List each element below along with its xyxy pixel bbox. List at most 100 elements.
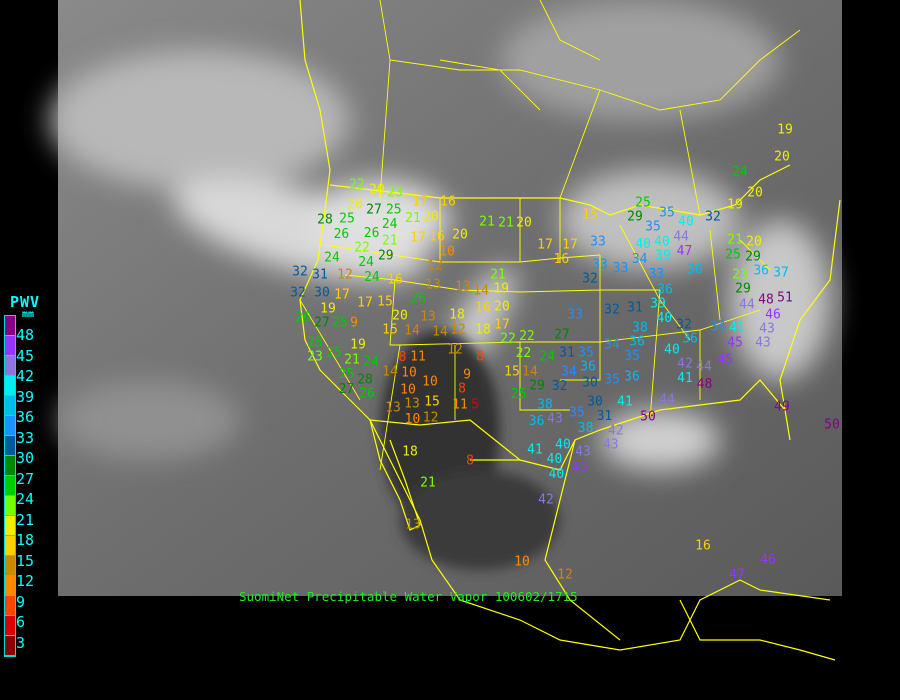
station-pwv-value: 27 — [339, 382, 355, 397]
station-pwv-value: 36 — [657, 283, 673, 298]
station-pwv-value: 41 — [617, 395, 633, 410]
station-pwv-value: 17 — [410, 231, 426, 246]
station-pwv-value: 25 — [326, 346, 342, 361]
station-pwv-value: 33 — [590, 235, 606, 250]
station-pwv-value: 20 — [392, 309, 408, 324]
station-pwv-value: 35 — [645, 220, 661, 235]
station-pwv-value: 19 — [727, 198, 743, 213]
station-pwv-value: 24 — [358, 255, 374, 270]
station-pwv-value: 40 — [664, 343, 680, 358]
station-pwv-value: 29 — [378, 248, 394, 263]
station-pwv-value: 50 — [824, 418, 840, 433]
legend-swatch — [5, 316, 15, 336]
station-pwv-value: 41 — [729, 321, 745, 336]
station-pwv-value: 25 — [635, 196, 651, 211]
legend-label: 21 — [16, 510, 35, 529]
station-pwv-value: 21 — [382, 233, 398, 248]
station-pwv-value: 21 — [344, 353, 360, 368]
station-pwv-value: 14 — [432, 325, 448, 340]
station-pwv-value: 31 — [559, 346, 575, 361]
station-pwv-value: 42 — [677, 357, 693, 372]
station-pwv-value: 12 — [450, 323, 466, 338]
station-pwv-value: 33 — [613, 261, 629, 276]
station-pwv-value: 21 — [490, 268, 506, 283]
station-pwv-value: 20 — [494, 300, 510, 315]
legend-label: 12 — [16, 572, 35, 590]
legend-swatch — [5, 476, 15, 496]
legend-swatch — [5, 556, 15, 576]
station-pwv-value: 35 — [604, 373, 620, 388]
station-pwv-value: 9 — [350, 316, 358, 331]
station-pwv-value: 20 — [516, 216, 532, 231]
station-pwv-value: 24 — [732, 165, 748, 180]
west-coast — [299, 0, 761, 651]
legend-label: 18 — [16, 531, 35, 549]
station-pwv-value: 10 — [514, 555, 530, 570]
station-pwv-value: 37 — [773, 266, 789, 281]
station-pwv-value: 25 — [339, 212, 355, 227]
station-pwv-value: 46 — [760, 553, 776, 568]
station-pwv-value: 21 — [405, 211, 421, 226]
station-pwv-value: 17 — [334, 288, 350, 303]
legend-label: 3 — [16, 633, 26, 652]
legend-title: PWV — [10, 293, 41, 311]
station-pwv-value: 32 — [676, 318, 692, 333]
station-pwv-value: 20 — [369, 183, 385, 198]
station-pwv-value: 15 — [377, 295, 393, 310]
legend-unit: mm — [22, 309, 35, 320]
station-pwv-value: 36 — [687, 263, 703, 278]
station-pwv-value: 50 — [640, 410, 656, 425]
station-pwv-value: 12 — [337, 268, 353, 283]
station-pwv-value: 34 — [632, 252, 648, 267]
station-pwv-value: 24 — [363, 355, 379, 370]
station-pwv-value: 16 — [429, 230, 445, 245]
station-pwv-value: 26 — [359, 387, 375, 402]
station-pwv-value: 40 — [657, 311, 673, 326]
station-pwv-value: 42 — [608, 423, 624, 438]
station-pwv-value: 36 — [753, 264, 769, 279]
station-pwv-value: 34 — [561, 365, 577, 380]
station-pwv-value: 48 — [697, 377, 713, 392]
station-pwv-value: 30 — [582, 376, 598, 391]
station-pwv-value: 17 — [562, 238, 578, 253]
us-canada-border — [329, 164, 791, 216]
station-pwv-value: 36 — [580, 360, 596, 375]
station-pwv-value: 16 — [440, 195, 456, 210]
station-pwv-value: 34 — [710, 320, 726, 335]
station-pwv-value: 24 — [324, 251, 340, 266]
station-pwv-value: 43 — [575, 445, 591, 460]
station-pwv-value: 36 — [529, 414, 545, 429]
station-pwv-value: 17 — [357, 296, 373, 311]
station-pwv-value: 46 — [765, 308, 781, 323]
station-pwv-value: 49 — [774, 400, 790, 415]
station-pwv-value: 32 — [552, 379, 568, 394]
station-pwv-value: 45 — [572, 461, 588, 476]
legend-swatch — [5, 436, 15, 456]
station-pwv-value: 20 — [452, 228, 468, 243]
legend-swatch — [5, 636, 15, 656]
station-pwv-value: 25 — [339, 367, 355, 382]
legend-label: 15 — [16, 551, 35, 570]
legend-swatch — [5, 396, 15, 416]
baja-coast — [369, 419, 421, 531]
station-pwv-value: 47 — [677, 244, 693, 259]
station-pwv-value: 35 — [659, 206, 675, 221]
station-pwv-value: 40 — [547, 452, 563, 467]
station-pwv-value: 10 — [439, 245, 455, 260]
station-pwv-value: 21 — [498, 216, 514, 231]
station-pwv-value: 13 — [404, 397, 420, 412]
station-pwv-value: 35 — [578, 346, 594, 361]
station-pwv-value: 25 — [511, 387, 527, 402]
station-pwv-value: 10 — [401, 366, 417, 381]
station-pwv-value: 13 — [425, 278, 441, 293]
station-pwv-value: 22 — [516, 346, 532, 361]
station-pwv-value: 40 — [654, 235, 670, 250]
legend-label: 24 — [16, 490, 35, 508]
state-lines — [299, 59, 771, 471]
station-pwv-value: 39 — [655, 249, 671, 264]
station-pwv-value: 29 — [627, 210, 643, 225]
station-pwv-value: 16 — [695, 539, 711, 554]
legend-label: 27 — [16, 469, 35, 488]
station-pwv-value: 24 — [364, 270, 380, 285]
